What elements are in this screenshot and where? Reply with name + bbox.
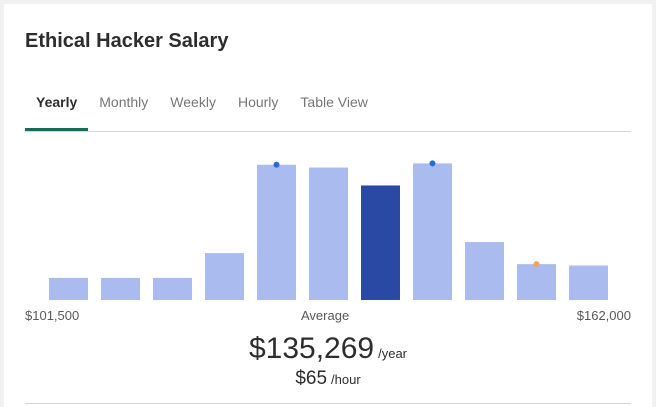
histogram-bar xyxy=(257,164,296,300)
tab-yearly[interactable]: Yearly xyxy=(25,88,89,131)
histogram-marker xyxy=(429,160,436,167)
hourly-salary-unit: /hour xyxy=(331,372,361,387)
period-tabs: Yearly Monthly Weekly Hourly Table View xyxy=(25,88,631,132)
histogram-bar-average xyxy=(361,185,400,300)
tab-table-view[interactable]: Table View xyxy=(300,94,368,110)
histogram-bar xyxy=(153,277,192,300)
tab-monthly[interactable]: Monthly xyxy=(99,94,149,110)
yearly-salary-unit: /year xyxy=(378,346,408,361)
histogram-bar xyxy=(517,264,556,300)
salary-histogram xyxy=(49,160,608,300)
hourly-salary-value: $65 xyxy=(295,368,328,389)
histogram-bar xyxy=(413,163,452,300)
tab-hourly[interactable]: Hourly xyxy=(237,94,279,110)
range-min-label: $101,500 xyxy=(25,308,80,323)
page-title: Ethical Hacker Salary xyxy=(25,30,229,52)
histogram-bar xyxy=(205,253,244,300)
histogram-bar xyxy=(101,277,140,300)
divider xyxy=(25,403,631,404)
yearly-salary: $135,269/year xyxy=(4,332,652,366)
hourly-salary: $65/hour xyxy=(4,368,652,390)
histogram-bar xyxy=(49,277,88,300)
histogram-bar xyxy=(569,265,608,300)
histogram-bar xyxy=(465,242,504,300)
salary-card: Ethical Hacker Salary Yearly Monthly Wee… xyxy=(4,4,652,407)
histogram-bar xyxy=(309,167,348,300)
histogram-marker xyxy=(273,161,280,168)
average-label: Average xyxy=(301,308,350,323)
yearly-salary-value: $135,269 xyxy=(248,332,375,365)
histogram-marker xyxy=(533,261,540,268)
tab-weekly[interactable]: Weekly xyxy=(170,94,216,110)
range-max-label: $162,000 xyxy=(576,308,631,323)
